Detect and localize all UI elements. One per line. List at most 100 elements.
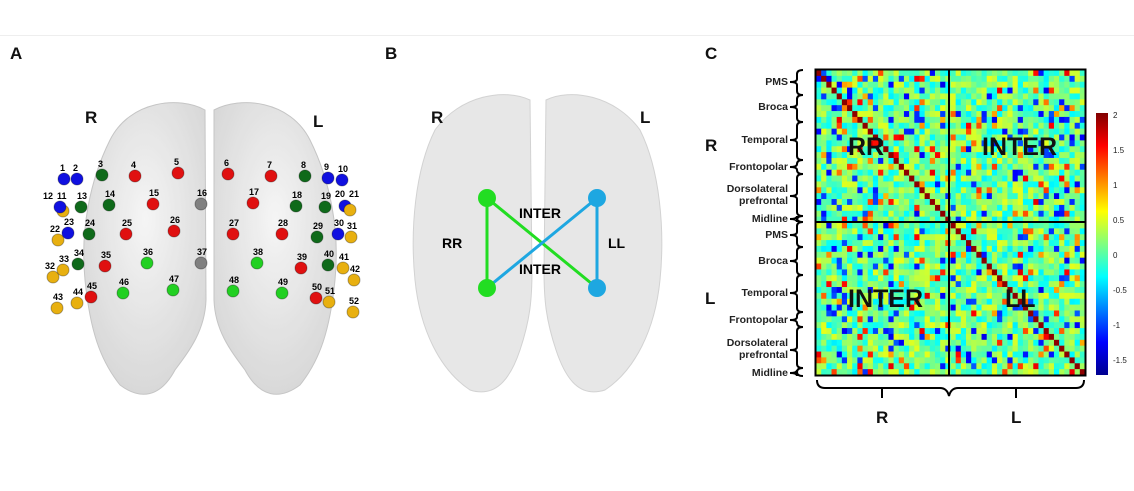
- matrix-cell: [862, 345, 869, 352]
- matrix-cell: [888, 116, 894, 124]
- matrix-cell: [914, 81, 920, 88]
- matrix-cell: [867, 310, 874, 317]
- matrix-cell: [862, 187, 869, 194]
- matrix-cell: [919, 187, 926, 194]
- matrix-cell: [831, 269, 838, 276]
- matrix-cell: [997, 345, 1003, 352]
- matrix-cell: [1059, 99, 1065, 106]
- matrix-cell: [955, 287, 962, 294]
- matrix-cell: [950, 210, 957, 218]
- matrix-cell: [1043, 169, 1050, 176]
- matrix-cell: [836, 128, 843, 135]
- matrix-cell: [872, 222, 879, 229]
- electrode-label: 46: [119, 277, 129, 287]
- matrix-cell: [883, 193, 889, 200]
- matrix-cell: [1048, 339, 1055, 347]
- matrix-cell: [867, 122, 874, 130]
- matrix-cell: [857, 152, 863, 159]
- matrix-cell: [1007, 75, 1013, 83]
- matrix-cell: [1017, 105, 1024, 112]
- electrode-2: [70, 172, 84, 186]
- matrix-cell: [883, 210, 889, 218]
- matrix-cell: [831, 70, 838, 77]
- matrix-cell: [1007, 287, 1013, 294]
- matrix-cell: [1017, 316, 1024, 323]
- electrode-28: [275, 227, 289, 241]
- matrix-cell: [1012, 222, 1019, 229]
- matrix-cell: [821, 333, 827, 341]
- matrix-cell: [940, 87, 946, 94]
- matrix-cell: [966, 93, 972, 100]
- matrix-cell: [831, 333, 838, 341]
- matrix-cell: [1022, 99, 1029, 106]
- matrix-cell: [909, 281, 915, 288]
- matrix-cell: [857, 157, 863, 165]
- matrix-cell: [1028, 181, 1034, 188]
- matrix-cell: [991, 122, 998, 130]
- matrix-cell: [1022, 140, 1029, 147]
- matrix-cell: [872, 263, 879, 270]
- matrix-cell: [878, 322, 884, 329]
- matrix-cell: [1007, 351, 1013, 358]
- matrix-cell: [878, 281, 884, 288]
- matrix-cell: [872, 298, 879, 306]
- matrix-cell: [929, 216, 936, 223]
- matrix-cell: [1059, 87, 1065, 94]
- matrix-cell: [909, 263, 915, 270]
- matrix-cell: [997, 70, 1003, 77]
- matrix-cell: [872, 181, 879, 188]
- matrix-cell: [826, 140, 832, 147]
- matrix-cell: [826, 269, 832, 276]
- matrix-cell: [816, 204, 822, 212]
- matrix-cell: [816, 75, 822, 83]
- matrix-cell: [981, 228, 988, 235]
- matrix-cell: [1043, 122, 1050, 130]
- matrix-cell: [960, 146, 967, 153]
- matrix-cell: [1053, 316, 1060, 323]
- matrix-cell: [821, 339, 827, 347]
- matrix-cell: [924, 99, 931, 106]
- matrix-cell: [940, 240, 946, 247]
- matrix-cell: [991, 169, 998, 176]
- matrix-cell: [1038, 93, 1045, 100]
- matrix-cell: [997, 245, 1003, 253]
- matrix-cell: [1007, 251, 1013, 259]
- matrix-cell: [1007, 322, 1013, 329]
- matrix-cell: [919, 357, 926, 364]
- matrix-cell: [1043, 287, 1050, 294]
- matrix-cell: [836, 163, 843, 171]
- matrix-cell: [1033, 228, 1039, 235]
- matrix-cell: [852, 199, 858, 206]
- matrix-cell: [847, 128, 853, 135]
- matrix-cell: [872, 316, 879, 323]
- matrix-cell: [1007, 263, 1013, 270]
- matrix-cell: [1064, 322, 1070, 329]
- matrix-cell: [1022, 87, 1029, 94]
- matrix-cell: [940, 322, 946, 329]
- matrix-cell: [940, 204, 946, 212]
- panel-c-side-l: L: [705, 289, 716, 308]
- matrix-cell: [1028, 222, 1034, 229]
- matrix-cell: [1007, 128, 1013, 135]
- matrix-cell: [924, 128, 931, 135]
- matrix-cell: [826, 251, 832, 259]
- matrix-cell: [950, 234, 957, 241]
- matrix-cell: [1022, 287, 1029, 294]
- electrode-label: 31: [347, 221, 357, 231]
- matrix-cell: [898, 222, 905, 229]
- matrix-cell: [893, 234, 900, 241]
- matrix-cell: [1053, 281, 1060, 288]
- electrode-52: [346, 305, 360, 319]
- matrix-cell: [934, 175, 941, 182]
- matrix-cell: [1033, 257, 1039, 264]
- matrix-cell: [1007, 134, 1013, 141]
- matrix-cell: [1059, 339, 1065, 347]
- matrix-cell: [950, 169, 957, 176]
- matrix-cell: [971, 310, 977, 317]
- matrix-cell: [883, 339, 889, 347]
- matrix-cell: [960, 316, 967, 323]
- matrix-cell: [955, 193, 962, 200]
- matrix-cell: [950, 128, 957, 135]
- matrix-cell: [862, 87, 869, 94]
- matrix-cell: [1028, 287, 1034, 294]
